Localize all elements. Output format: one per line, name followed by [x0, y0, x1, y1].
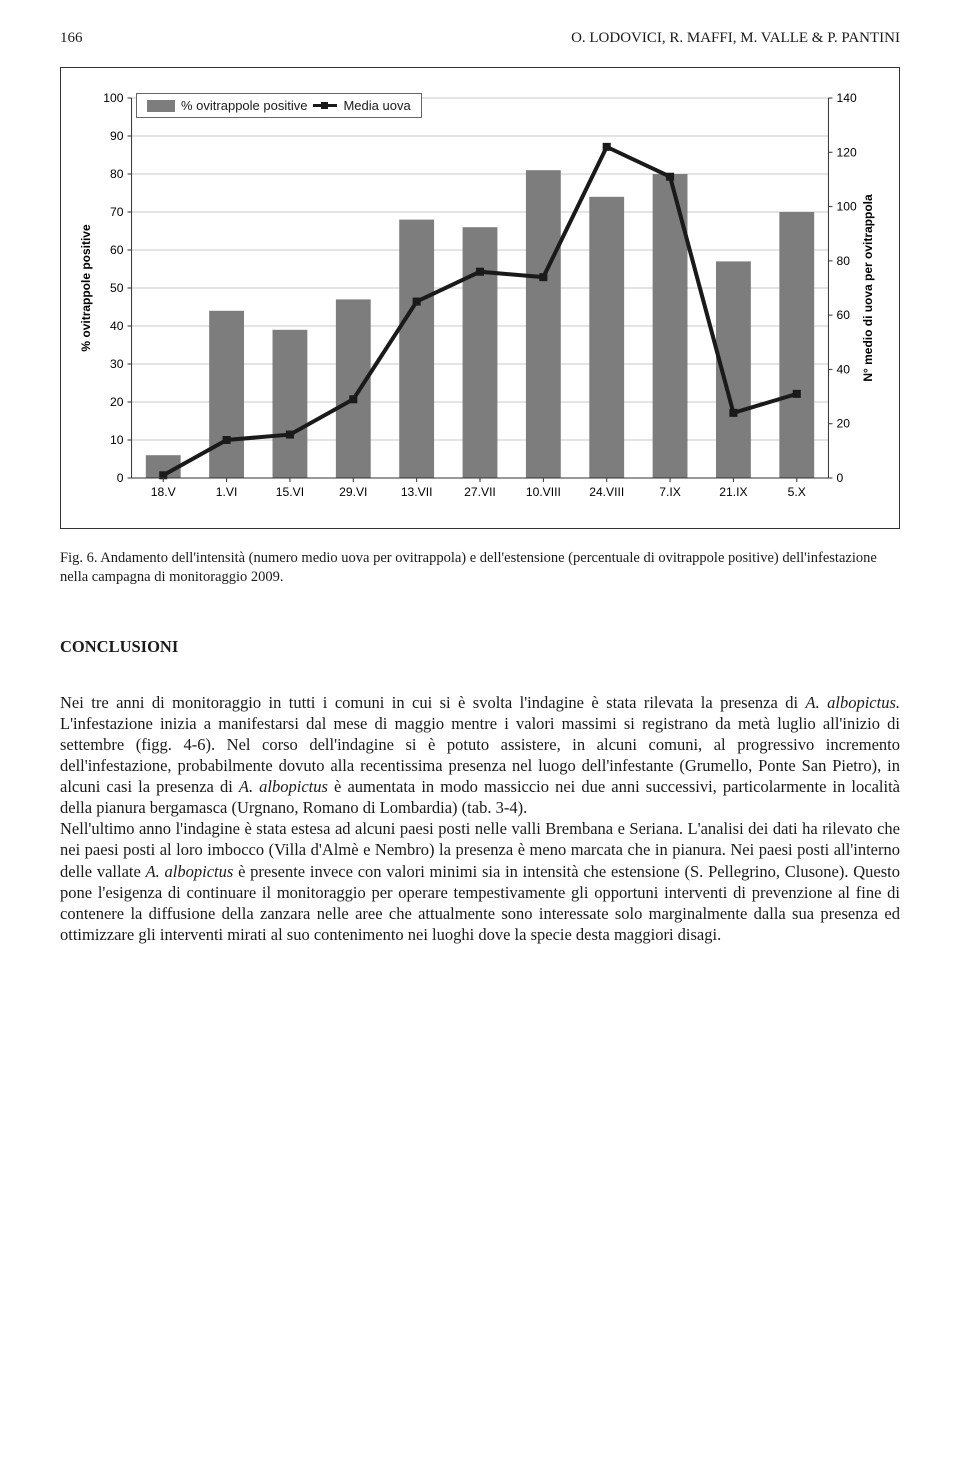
legend-line-swatch [313, 104, 337, 107]
svg-text:20: 20 [837, 417, 851, 431]
svg-text:0: 0 [837, 471, 844, 485]
caption-text: Andamento dell'intensità (numero medio u… [60, 550, 877, 585]
svg-text:70: 70 [110, 205, 124, 219]
chart-legend: % ovitrappole positive Media uova [136, 93, 422, 118]
svg-text:N° medio di uova per ovitrappo: N° medio di uova per ovitrappola [861, 194, 875, 382]
svg-text:140: 140 [837, 91, 858, 105]
section-title: CONCLUSIONI [60, 637, 900, 657]
page-number: 166 [60, 30, 83, 47]
svg-text:7.IX: 7.IX [659, 485, 681, 499]
svg-text:90: 90 [110, 129, 124, 143]
svg-text:27.VII: 27.VII [464, 485, 496, 499]
svg-text:40: 40 [837, 362, 851, 376]
svg-text:80: 80 [110, 167, 124, 181]
svg-text:10.VIII: 10.VIII [526, 485, 561, 499]
running-header: 166 O. LODOVICI, R. MAFFI, M. VALLE & P.… [60, 30, 900, 47]
svg-text:50: 50 [110, 281, 124, 295]
chart-svg: 0 10 20 30 40 50 60 70 80 90 100 0 20 40 60 80 100 120 140… [76, 88, 884, 518]
svg-text:100: 100 [103, 91, 124, 105]
svg-text:18.V: 18.V [151, 485, 176, 499]
svg-text:60: 60 [837, 308, 851, 322]
svg-text:29.VI: 29.VI [339, 485, 367, 499]
svg-text:40: 40 [110, 319, 124, 333]
svg-text:60: 60 [110, 243, 124, 257]
svg-text:13.VII: 13.VII [401, 485, 433, 499]
svg-text:80: 80 [837, 254, 851, 268]
legend-bar-swatch [147, 100, 175, 112]
svg-text:5.X: 5.X [788, 485, 806, 499]
svg-text:20: 20 [110, 395, 124, 409]
svg-text:0: 0 [117, 471, 124, 485]
svg-text:100: 100 [837, 200, 858, 214]
svg-text:30: 30 [110, 357, 124, 371]
body-paragraph: Nei tre anni di monitoraggio in tutti i … [60, 692, 900, 945]
legend-line-label: Media uova [343, 98, 410, 113]
authors: O. LODOVICI, R. MAFFI, M. VALLE & P. PAN… [571, 30, 900, 47]
svg-text:24.VIII: 24.VIII [589, 485, 624, 499]
svg-text:% ovitrappole positive: % ovitrappole positive [79, 224, 93, 352]
chart-area: % ovitrappole positive Media uova 0 10 20 3… [76, 88, 884, 518]
svg-text:120: 120 [837, 145, 858, 159]
figure-caption: Fig. 6. Andamento dell'intensità (numero… [60, 549, 900, 587]
svg-text:15.VI: 15.VI [276, 485, 304, 499]
legend-bar-label: % ovitrappole positive [181, 98, 307, 113]
figure-box: % ovitrappole positive Media uova 0 10 20 3… [60, 67, 900, 529]
svg-text:21.IX: 21.IX [719, 485, 747, 499]
svg-text:1.VI: 1.VI [216, 485, 238, 499]
svg-text:10: 10 [110, 433, 124, 447]
caption-label: Fig. 6. [60, 550, 97, 566]
